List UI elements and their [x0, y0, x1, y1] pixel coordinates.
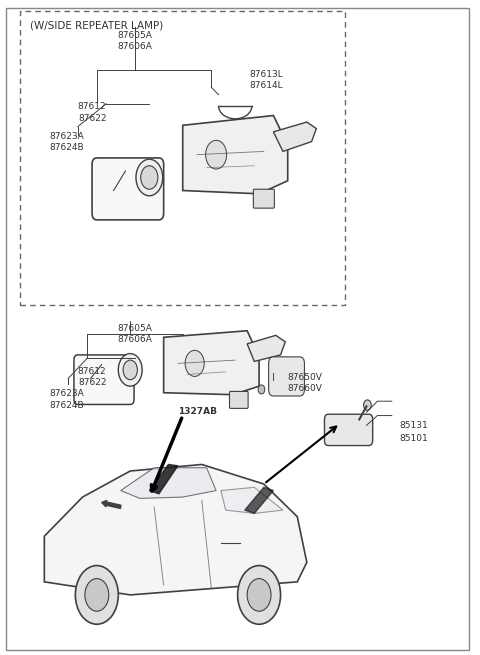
- Text: 85131: 85131: [400, 421, 429, 430]
- Polygon shape: [245, 487, 274, 514]
- Circle shape: [85, 578, 109, 611]
- Polygon shape: [164, 331, 259, 395]
- Text: 87623A
87624B: 87623A 87624B: [49, 132, 84, 152]
- Circle shape: [205, 140, 227, 169]
- Circle shape: [75, 565, 118, 624]
- FancyBboxPatch shape: [92, 158, 164, 220]
- Circle shape: [185, 350, 204, 377]
- FancyBboxPatch shape: [74, 355, 134, 404]
- Polygon shape: [274, 122, 316, 151]
- Polygon shape: [247, 335, 285, 362]
- Polygon shape: [221, 487, 283, 514]
- Circle shape: [118, 354, 142, 386]
- FancyBboxPatch shape: [324, 414, 372, 445]
- Text: 87613L
87614L: 87613L 87614L: [250, 70, 283, 90]
- Circle shape: [258, 385, 265, 394]
- Circle shape: [247, 578, 271, 611]
- Text: 87650V
87660V: 87650V 87660V: [288, 373, 323, 393]
- Text: 1327AB: 1327AB: [178, 407, 217, 416]
- FancyBboxPatch shape: [253, 189, 275, 208]
- Text: 87623A
87624B: 87623A 87624B: [49, 390, 84, 409]
- FancyBboxPatch shape: [269, 357, 304, 396]
- Text: 85101: 85101: [400, 434, 429, 443]
- Circle shape: [136, 159, 163, 196]
- Text: 87612
87622: 87612 87622: [78, 367, 107, 386]
- FancyBboxPatch shape: [229, 392, 248, 408]
- Text: 87605A
87606A: 87605A 87606A: [118, 31, 153, 51]
- Circle shape: [141, 166, 158, 189]
- Polygon shape: [149, 464, 178, 494]
- Polygon shape: [44, 464, 307, 595]
- Text: 87605A
87606A: 87605A 87606A: [118, 324, 153, 345]
- Circle shape: [238, 565, 281, 624]
- Polygon shape: [120, 468, 216, 498]
- Circle shape: [123, 360, 137, 380]
- Polygon shape: [183, 115, 288, 194]
- Text: (W/SIDE REPEATER LAMP): (W/SIDE REPEATER LAMP): [30, 21, 163, 31]
- Text: 87612
87622: 87612 87622: [78, 102, 107, 122]
- Circle shape: [364, 400, 371, 410]
- FancyArrow shape: [102, 500, 121, 508]
